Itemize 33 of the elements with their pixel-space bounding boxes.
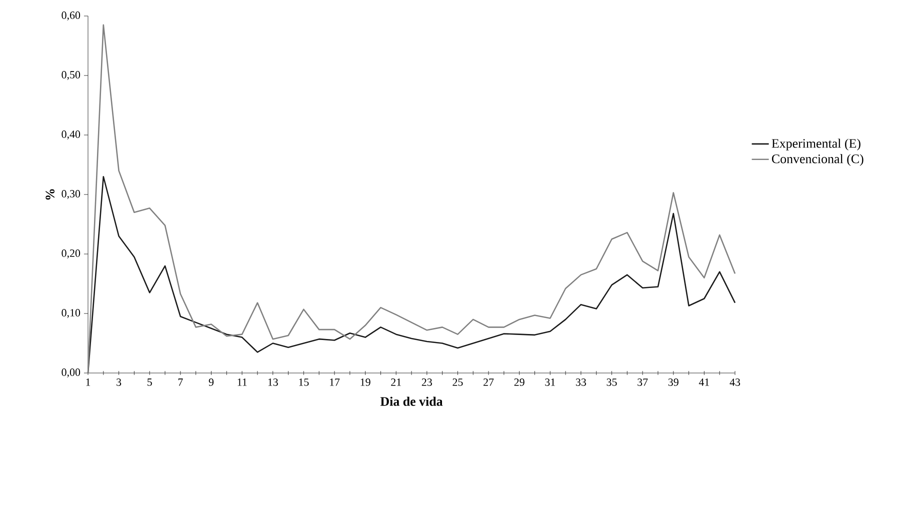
x-tick-label: 17 <box>330 378 340 386</box>
x-tick-label: 1 <box>86 378 90 386</box>
x-tick-label: 27 <box>484 378 494 386</box>
x-tick-label: 19 <box>360 378 370 386</box>
x-tick-label: 15 <box>299 378 309 386</box>
x-tick-label: 13 <box>268 378 278 386</box>
y-tick-label: 0,10 <box>62 309 80 318</box>
x-tick-label: 11 <box>238 378 247 386</box>
x-tick-label: 23 <box>422 378 432 386</box>
x-tick-label: 29 <box>514 378 524 386</box>
y-tick-label: 0,30 <box>62 190 80 199</box>
x-tick-label: 21 <box>391 378 401 386</box>
y-tick-label: 0,40 <box>62 130 80 140</box>
x-tick-label: 37 <box>638 378 648 386</box>
x-tick-label: 43 <box>730 378 740 386</box>
legend-label: Convencional (C) <box>772 154 864 166</box>
x-tick-label: 35 <box>606 378 617 386</box>
x-tick-label: 39 <box>668 378 678 386</box>
y-tick-label: 0,50 <box>62 71 80 80</box>
x-tick-label: 5 <box>148 378 152 386</box>
x-tick-label: 9 <box>208 378 214 386</box>
x-tick-label: 25 <box>452 378 463 386</box>
y-axis-title: % <box>46 189 54 200</box>
x-axis-title: Dia de vida <box>380 396 443 406</box>
x-tick-label: 7 <box>178 378 183 386</box>
y-tick-label: 0,00 <box>62 368 80 378</box>
legend-label: Experimental (E) <box>772 138 860 150</box>
x-tick-label: 31 <box>545 378 555 386</box>
x-tick-label: 33 <box>576 378 586 386</box>
y-tick-label: 0,60 <box>62 12 80 20</box>
y-tick-label: 0,20 <box>62 250 80 258</box>
x-tick-label: 3 <box>116 378 122 386</box>
x-tick-label: 41 <box>698 378 710 386</box>
